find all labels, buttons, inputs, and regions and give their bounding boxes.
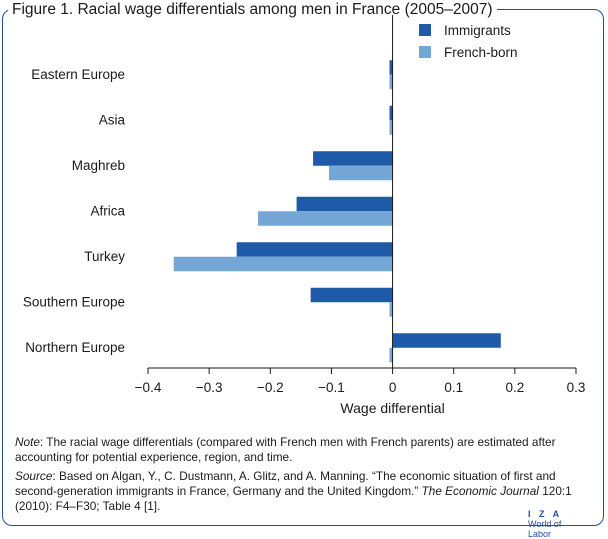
category-label: Northern Europe — [25, 340, 125, 355]
x-tick-label: 0.1 — [444, 380, 463, 395]
category-label: Eastern Europe — [31, 67, 125, 82]
iza-logo: I Z A World of Labor — [528, 509, 578, 539]
logo-iza: I Z A — [528, 509, 563, 519]
category-label: Turkey — [84, 249, 125, 264]
note-label: Note — [15, 435, 40, 449]
bar-immigrants — [236, 242, 393, 257]
source-journal: The Economic Journal — [421, 484, 539, 498]
x-axis-label: Wage differential — [340, 400, 444, 416]
legend-label-immigrants: Immigrants — [444, 23, 511, 38]
x-tick-label: 0.2 — [505, 380, 524, 395]
x-tick-label: 0 — [389, 380, 397, 395]
bar-immigrants — [310, 287, 393, 303]
x-tick-label: −0.3 — [196, 380, 223, 395]
bar-immigrants — [389, 60, 393, 75]
bar-french-born — [389, 347, 393, 363]
legend-swatch-immigrants — [419, 24, 431, 36]
bar-french-born — [389, 74, 393, 90]
logo-world-of-labor: World of Labor — [528, 519, 562, 539]
bar-immigrants — [313, 151, 393, 166]
category-label: Africa — [90, 203, 125, 218]
source-text-1: : Based on Algan, Y., C. Dustmann, A. Gl… — [15, 469, 556, 498]
bar-french-born — [173, 256, 393, 272]
legend-label-french-born: French-born — [444, 45, 518, 60]
category-label: Asia — [99, 112, 126, 127]
category-label: Maghreb — [72, 158, 125, 173]
x-tick-label: −0.1 — [318, 380, 345, 395]
legend-swatch-french-born — [419, 46, 431, 58]
bar-immigrants — [296, 196, 393, 212]
source-text-2: 120:1 (2010): F4–F30; Table 4 [1]. — [15, 484, 572, 513]
bar-french-born — [328, 165, 393, 181]
bar-immigrants — [389, 105, 393, 121]
bar-chart: Eastern Europe Asia Maghreb Africa Turkey Sou… — [23, 15, 586, 416]
x-tick-label: −0.4 — [135, 380, 162, 395]
bar-french-born — [389, 120, 393, 135]
source: Source: Based on Algan, Y., C. Dustmann,… — [15, 469, 575, 514]
x-tick-label: −0.2 — [257, 380, 284, 395]
x-tick-label: 0.3 — [567, 380, 586, 395]
bar-immigrants — [392, 333, 501, 348]
category-label: Southern Europe — [23, 294, 125, 309]
note-text: : The racial wage differentials (compare… — [15, 435, 556, 464]
bar-french-born — [258, 211, 393, 226]
figure-title: Figure 1. Racial wage differentials amon… — [8, 0, 497, 19]
source-label: Source — [15, 469, 53, 483]
bar-french-born — [389, 302, 393, 317]
note: Note: The racial wage differentials (com… — [15, 435, 595, 465]
